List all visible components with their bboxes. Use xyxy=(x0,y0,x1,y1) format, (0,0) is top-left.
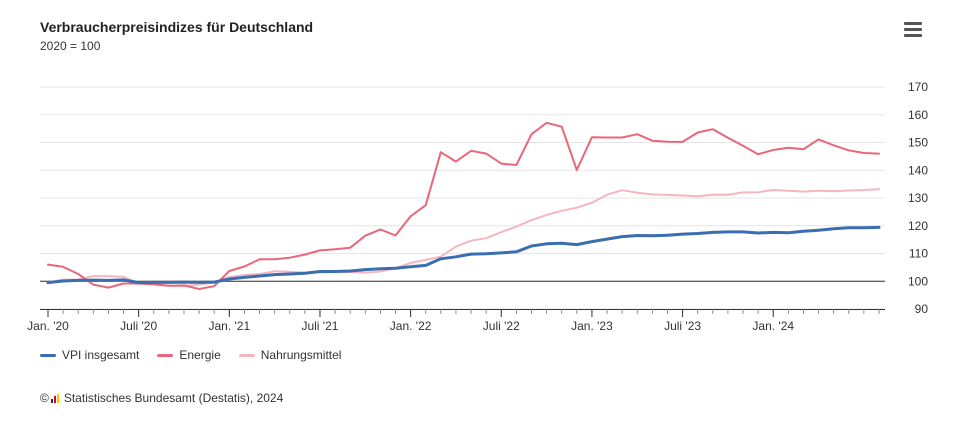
legend-label-vpi: VPI insgesamt xyxy=(62,348,140,362)
legend-item-vpi[interactable]: VPI insgesamt xyxy=(40,348,139,362)
series-line-nahrungsmittel xyxy=(47,188,880,287)
legend-swatch-nahrungsmittel xyxy=(238,353,255,357)
chart-svg: 90 100 110 120 130 140 150 160 170 Jan. '20 Juli '… xyxy=(27,80,929,333)
legend-item-energie[interactable]: Energie xyxy=(157,348,221,362)
x-tick-label-5: Juli '22 xyxy=(483,319,520,333)
x-tick-label-8: Jan. '24 xyxy=(752,319,794,333)
destatis-logo-icon xyxy=(50,393,60,403)
menu-icon[interactable] xyxy=(904,22,922,38)
legend: VPI insgesamt Energie Nahrungsmittel xyxy=(40,348,359,362)
series-line-vpi-insgesamt xyxy=(46,225,881,285)
credit-text: Statistisches Bundesamt (Destatis), 2024 xyxy=(63,391,284,405)
chart-subtitle: 2020 = 100 xyxy=(40,39,101,53)
x-tick-label-4: Jan. '22 xyxy=(390,319,432,333)
chart-title: Verbraucherpreisindizes für Deutschland xyxy=(40,19,314,35)
legend-swatch-energie xyxy=(157,353,174,357)
y-tick-label-100: 100 xyxy=(908,274,928,288)
credit-line: © Statistisches Bundesamt (Destatis), 20… xyxy=(40,391,283,405)
legend-label-nahrungsmittel: Nahrungsmittel xyxy=(260,348,342,362)
y-tick-label-130: 130 xyxy=(908,191,928,205)
y-tick-label-150: 150 xyxy=(908,136,928,150)
y-tick-label-170: 170 xyxy=(908,80,928,94)
series-line-energie xyxy=(47,121,880,290)
y-tick-label-160: 160 xyxy=(908,108,928,122)
y-tick-label-90: 90 xyxy=(915,302,929,316)
x-tick-label-2: Jan. '21 xyxy=(208,319,250,333)
x-tick-label-1: Juli '20 xyxy=(120,319,157,333)
legend-label-energie: Energie xyxy=(179,348,221,362)
x-tick-label-7: Juli '23 xyxy=(664,319,701,333)
y-tick-label-140: 140 xyxy=(908,163,928,177)
y-tick-label-110: 110 xyxy=(909,247,928,261)
legend-item-nahrungsmittel[interactable]: Nahrungsmittel xyxy=(238,348,342,362)
x-tick-label-6: Jan. '23 xyxy=(571,319,613,333)
legend-swatch-vpi xyxy=(40,353,56,357)
copyright-symbol: © xyxy=(40,391,49,405)
x-tick-label-0: Jan. '20 xyxy=(27,319,69,333)
x-tick-label-3: Juli '21 xyxy=(301,319,338,333)
y-tick-label-120: 120 xyxy=(908,219,928,233)
